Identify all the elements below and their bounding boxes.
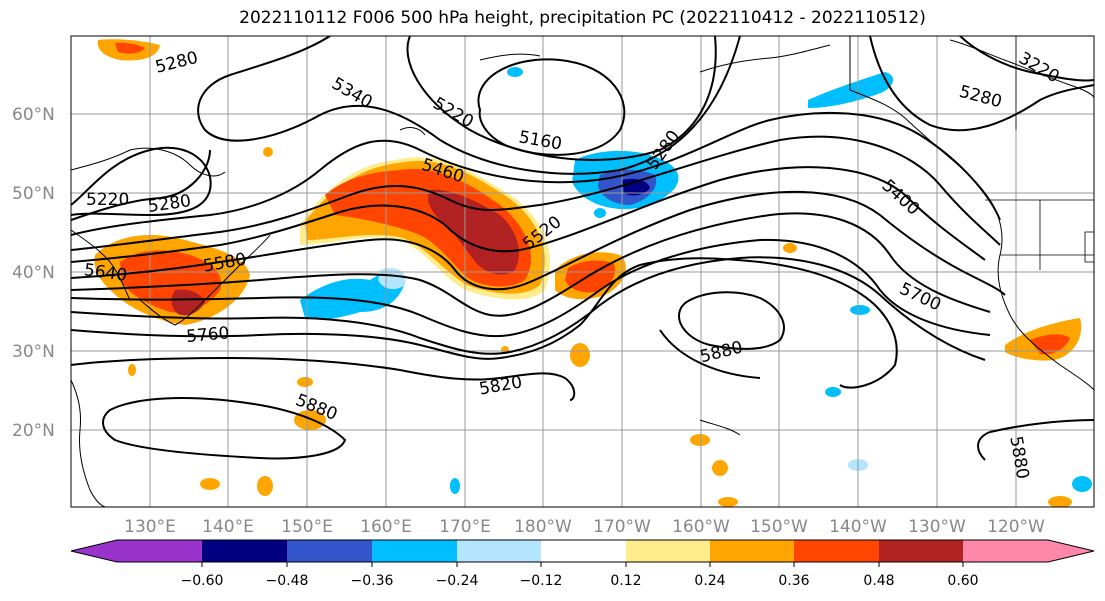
precip-spot-2 [690,434,710,446]
precip-blob-nwpacific-max [428,189,520,275]
contour-5220-west [71,146,212,217]
lat-label: 40°N [12,263,55,283]
colorbar-tick-label: −0.12 [520,573,563,589]
colorbar-tick-label: 0.60 [947,573,978,589]
colorbar-swatch [287,540,372,562]
contour-5340 [71,111,1001,236]
precip-blob-central [300,272,405,320]
precip-blob-japan-max [171,289,205,316]
colorbar-tick-label: 0.48 [863,573,894,589]
precip-spot-10 [263,147,273,157]
colorbar-swatch [626,540,710,562]
contour-label: 5760 [185,323,230,347]
precip-spot-6 [257,476,273,496]
lat-label: 20°N [12,421,55,441]
contour-5640 [71,238,991,338]
precip-spot-neg-2 [594,208,606,218]
colorbar-tick-label: −0.48 [266,573,309,589]
precip-spot-1 [570,343,590,367]
latitude-labels: 60°N 50°N 40°N 30°N 20°N [12,105,55,441]
colorbar-tick-label: 0.24 [694,573,725,589]
colorbar-outline [70,539,1095,563]
lon-label: 130°W [908,517,966,537]
lon-label: 130°E [124,517,176,537]
precip-spot-3 [712,460,728,476]
precip-spot-neg-7 [450,478,460,494]
precip-spot-8 [783,243,797,253]
precip-spot-5 [200,478,220,490]
contour-5160 [477,58,626,156]
height-contours [71,36,1094,461]
precip-spot-12 [1048,496,1072,507]
lon-label: 150°W [750,517,808,537]
map-frame [70,35,1095,508]
contour-5400 [71,135,1001,251]
lon-label: 160°E [360,517,412,537]
contour-5220-ne [959,36,1094,82]
colorbar-swatch [202,540,287,562]
precip-spot-neg-6 [1072,476,1092,492]
lon-label: 170°W [593,517,651,537]
colorbar-over-swatch [963,540,1094,562]
lat-label: 60°N [12,105,55,125]
lon-label: 170°E [439,517,491,537]
precip-spot-13 [128,364,136,376]
lon-label: 140°E [202,517,254,537]
colorbar-swatch [879,540,963,562]
contour-5880-east [977,419,1094,461]
colorbar: −0.60 −0.48 −0.36 −0.24 −0.12 0.12 0.24 … [70,539,1095,589]
colorbar-ticks [201,562,964,567]
precip-spot-7 [297,377,313,387]
contour-label: 5220 [86,190,129,210]
colorbar-tick-label: 0.12 [610,573,641,589]
lon-label: 180°W [514,517,572,537]
contour-5460 [71,166,986,263]
lon-label: 160°W [672,517,730,537]
contour-5280-ne [869,36,1094,132]
map-title: 2022110112 F006 500 hPa height, precipit… [239,8,926,28]
precip-spot-neg-3 [825,387,841,397]
colorbar-swatch [541,540,626,562]
precip-spot-neg-1 [507,67,523,77]
contour-5820 [71,356,576,401]
colorbar-tick-label: −0.60 [181,573,224,589]
graticule [71,36,1094,507]
precip-spot-neg-4 [850,305,870,315]
colorbar-tick-label: 0.36 [778,573,809,589]
contour-5580 [71,212,991,317]
lat-label: 30°N [12,342,55,362]
contour-5880-mid2 [659,329,761,379]
precip-blob-top-left-core [115,42,145,54]
lon-label: 140°W [829,517,887,537]
lon-label: 120°W [987,517,1045,537]
colorbar-tick-label: −0.24 [436,573,479,589]
contour-5880-west [102,397,347,460]
contour-5220-north [406,36,717,161]
precip-blob-central-light [378,268,406,290]
colorbar-under-swatch [71,540,202,562]
lon-label: 150°E [281,517,333,537]
contour-5880-mid [678,291,785,350]
colorbar-swatch [710,540,794,562]
colorbar-swatch [457,540,541,562]
contour-5700 [71,256,986,361]
contour-5520 [71,190,1006,296]
colorbar-swatch [372,540,457,562]
colorbar-swatch [794,540,879,562]
longitude-labels: 130°E 140°E 150°E 160°E 170°E 180°W 170°… [124,517,1045,537]
precip-spot-11 [718,497,738,507]
lat-label: 50°N [12,184,55,204]
contour-5760 [71,257,898,389]
contour-5280-west [71,149,211,221]
contour-5280-north [197,36,741,175]
colorbar-tick-label: −0.36 [351,573,394,589]
